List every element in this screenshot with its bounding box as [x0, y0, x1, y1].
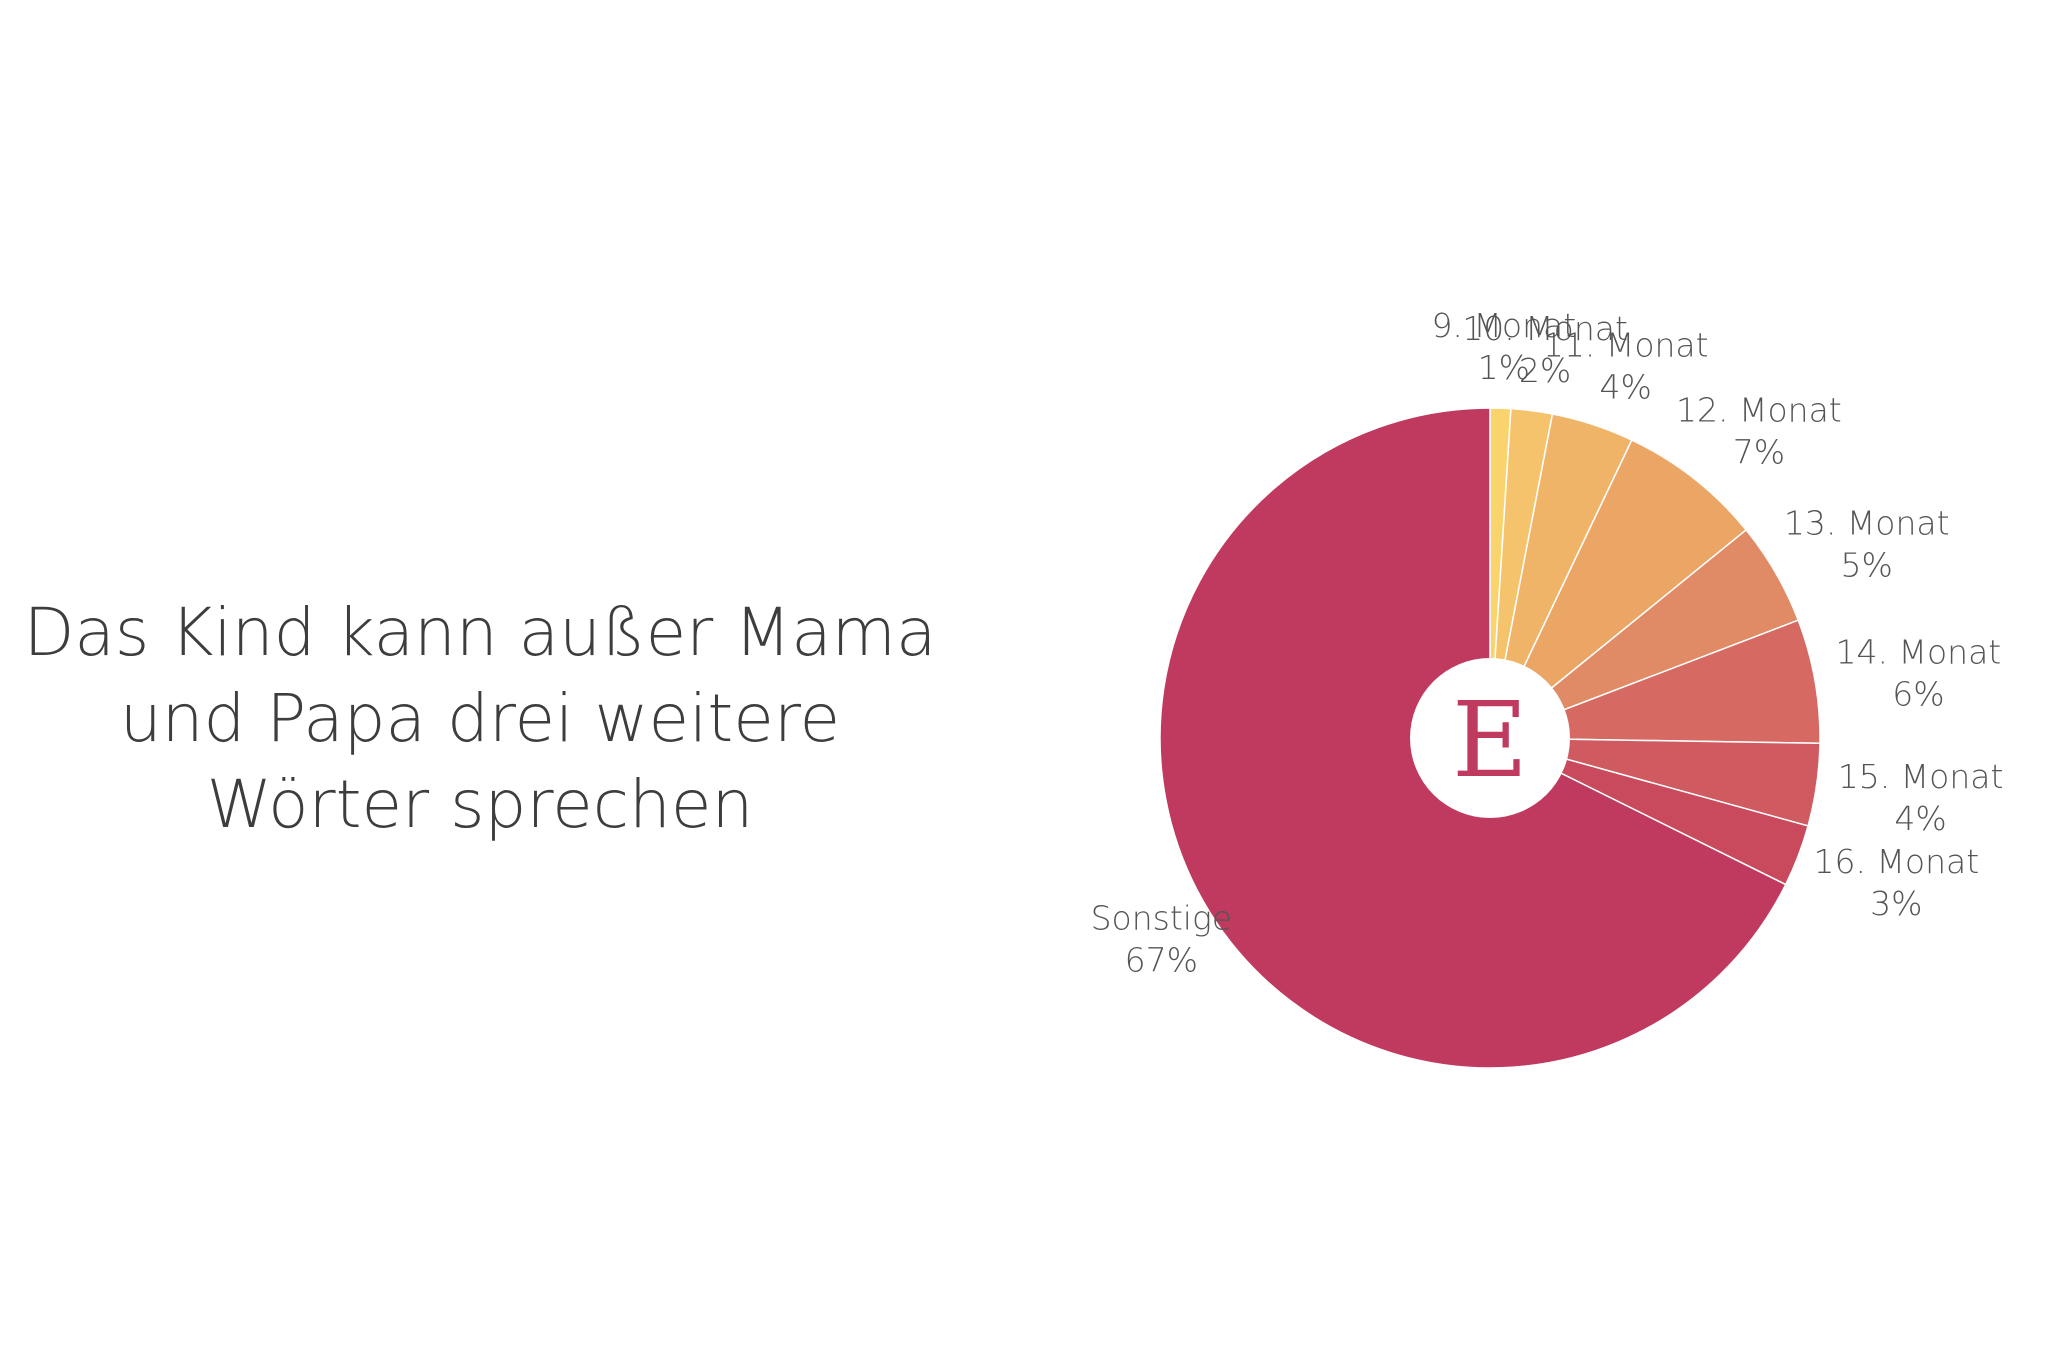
- slice-label: 14. Monat: [1836, 632, 2002, 671]
- slice-value-label: 5%: [1841, 546, 1893, 585]
- chart-title-line-1: Das Kind kann außer Mama: [23, 594, 937, 671]
- slice-value-label: 3%: [1870, 884, 1922, 923]
- slice-label: 9. Monat: [1431, 306, 1576, 345]
- slice-value-label: 2%: [1519, 351, 1571, 390]
- slice-value-label: 1%: [1478, 348, 1530, 387]
- chart-title: Das Kind kann außer Mama und Papa drei w…: [0, 590, 960, 848]
- slice-value-label: 67%: [1125, 941, 1198, 980]
- slice-label: 12. Monat: [1676, 391, 1842, 430]
- slice-label: 11. Monat: [1543, 326, 1709, 365]
- slice-value-label: 6%: [1892, 674, 1944, 713]
- slice-value-label: 4%: [1600, 368, 1652, 407]
- logo-circle: [1410, 658, 1570, 818]
- chart-title-line-2: und Papa drei weitere: [119, 680, 841, 757]
- center-logo: E: [1410, 658, 1570, 818]
- logo-letter: E: [1452, 679, 1528, 801]
- slice-label: 15. Monat: [1838, 757, 2004, 796]
- slice-label: Sonstige: [1091, 899, 1232, 938]
- slice-value-label: 7%: [1733, 433, 1785, 472]
- slice-value-label: 4%: [1894, 799, 1946, 838]
- slice-label: 16. Monat: [1813, 842, 1979, 881]
- pie-slice: [1489, 439, 1748, 739]
- slice-label: 10. Monat: [1462, 309, 1628, 348]
- slice-label: 13. Monat: [1784, 504, 1950, 543]
- chart-title-line-3: Wörter sprechen: [206, 766, 754, 843]
- pie-slice: [1489, 619, 1821, 744]
